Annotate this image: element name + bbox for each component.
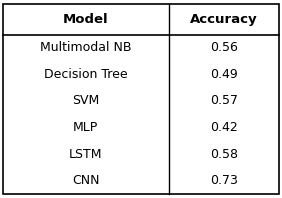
Text: 0.49: 0.49: [210, 68, 238, 81]
Text: Multimodal NB: Multimodal NB: [40, 41, 131, 54]
Text: CNN: CNN: [72, 174, 100, 187]
Text: Accuracy: Accuracy: [190, 13, 258, 26]
Text: 0.42: 0.42: [210, 121, 238, 134]
Text: 0.57: 0.57: [210, 94, 238, 108]
Text: Model: Model: [63, 13, 109, 26]
Text: 0.58: 0.58: [210, 148, 238, 161]
Text: MLP: MLP: [73, 121, 98, 134]
Text: 0.56: 0.56: [210, 41, 238, 54]
Text: Decision Tree: Decision Tree: [44, 68, 127, 81]
Text: LSTM: LSTM: [69, 148, 102, 161]
Text: SVM: SVM: [72, 94, 99, 108]
Text: 0.73: 0.73: [210, 174, 238, 187]
